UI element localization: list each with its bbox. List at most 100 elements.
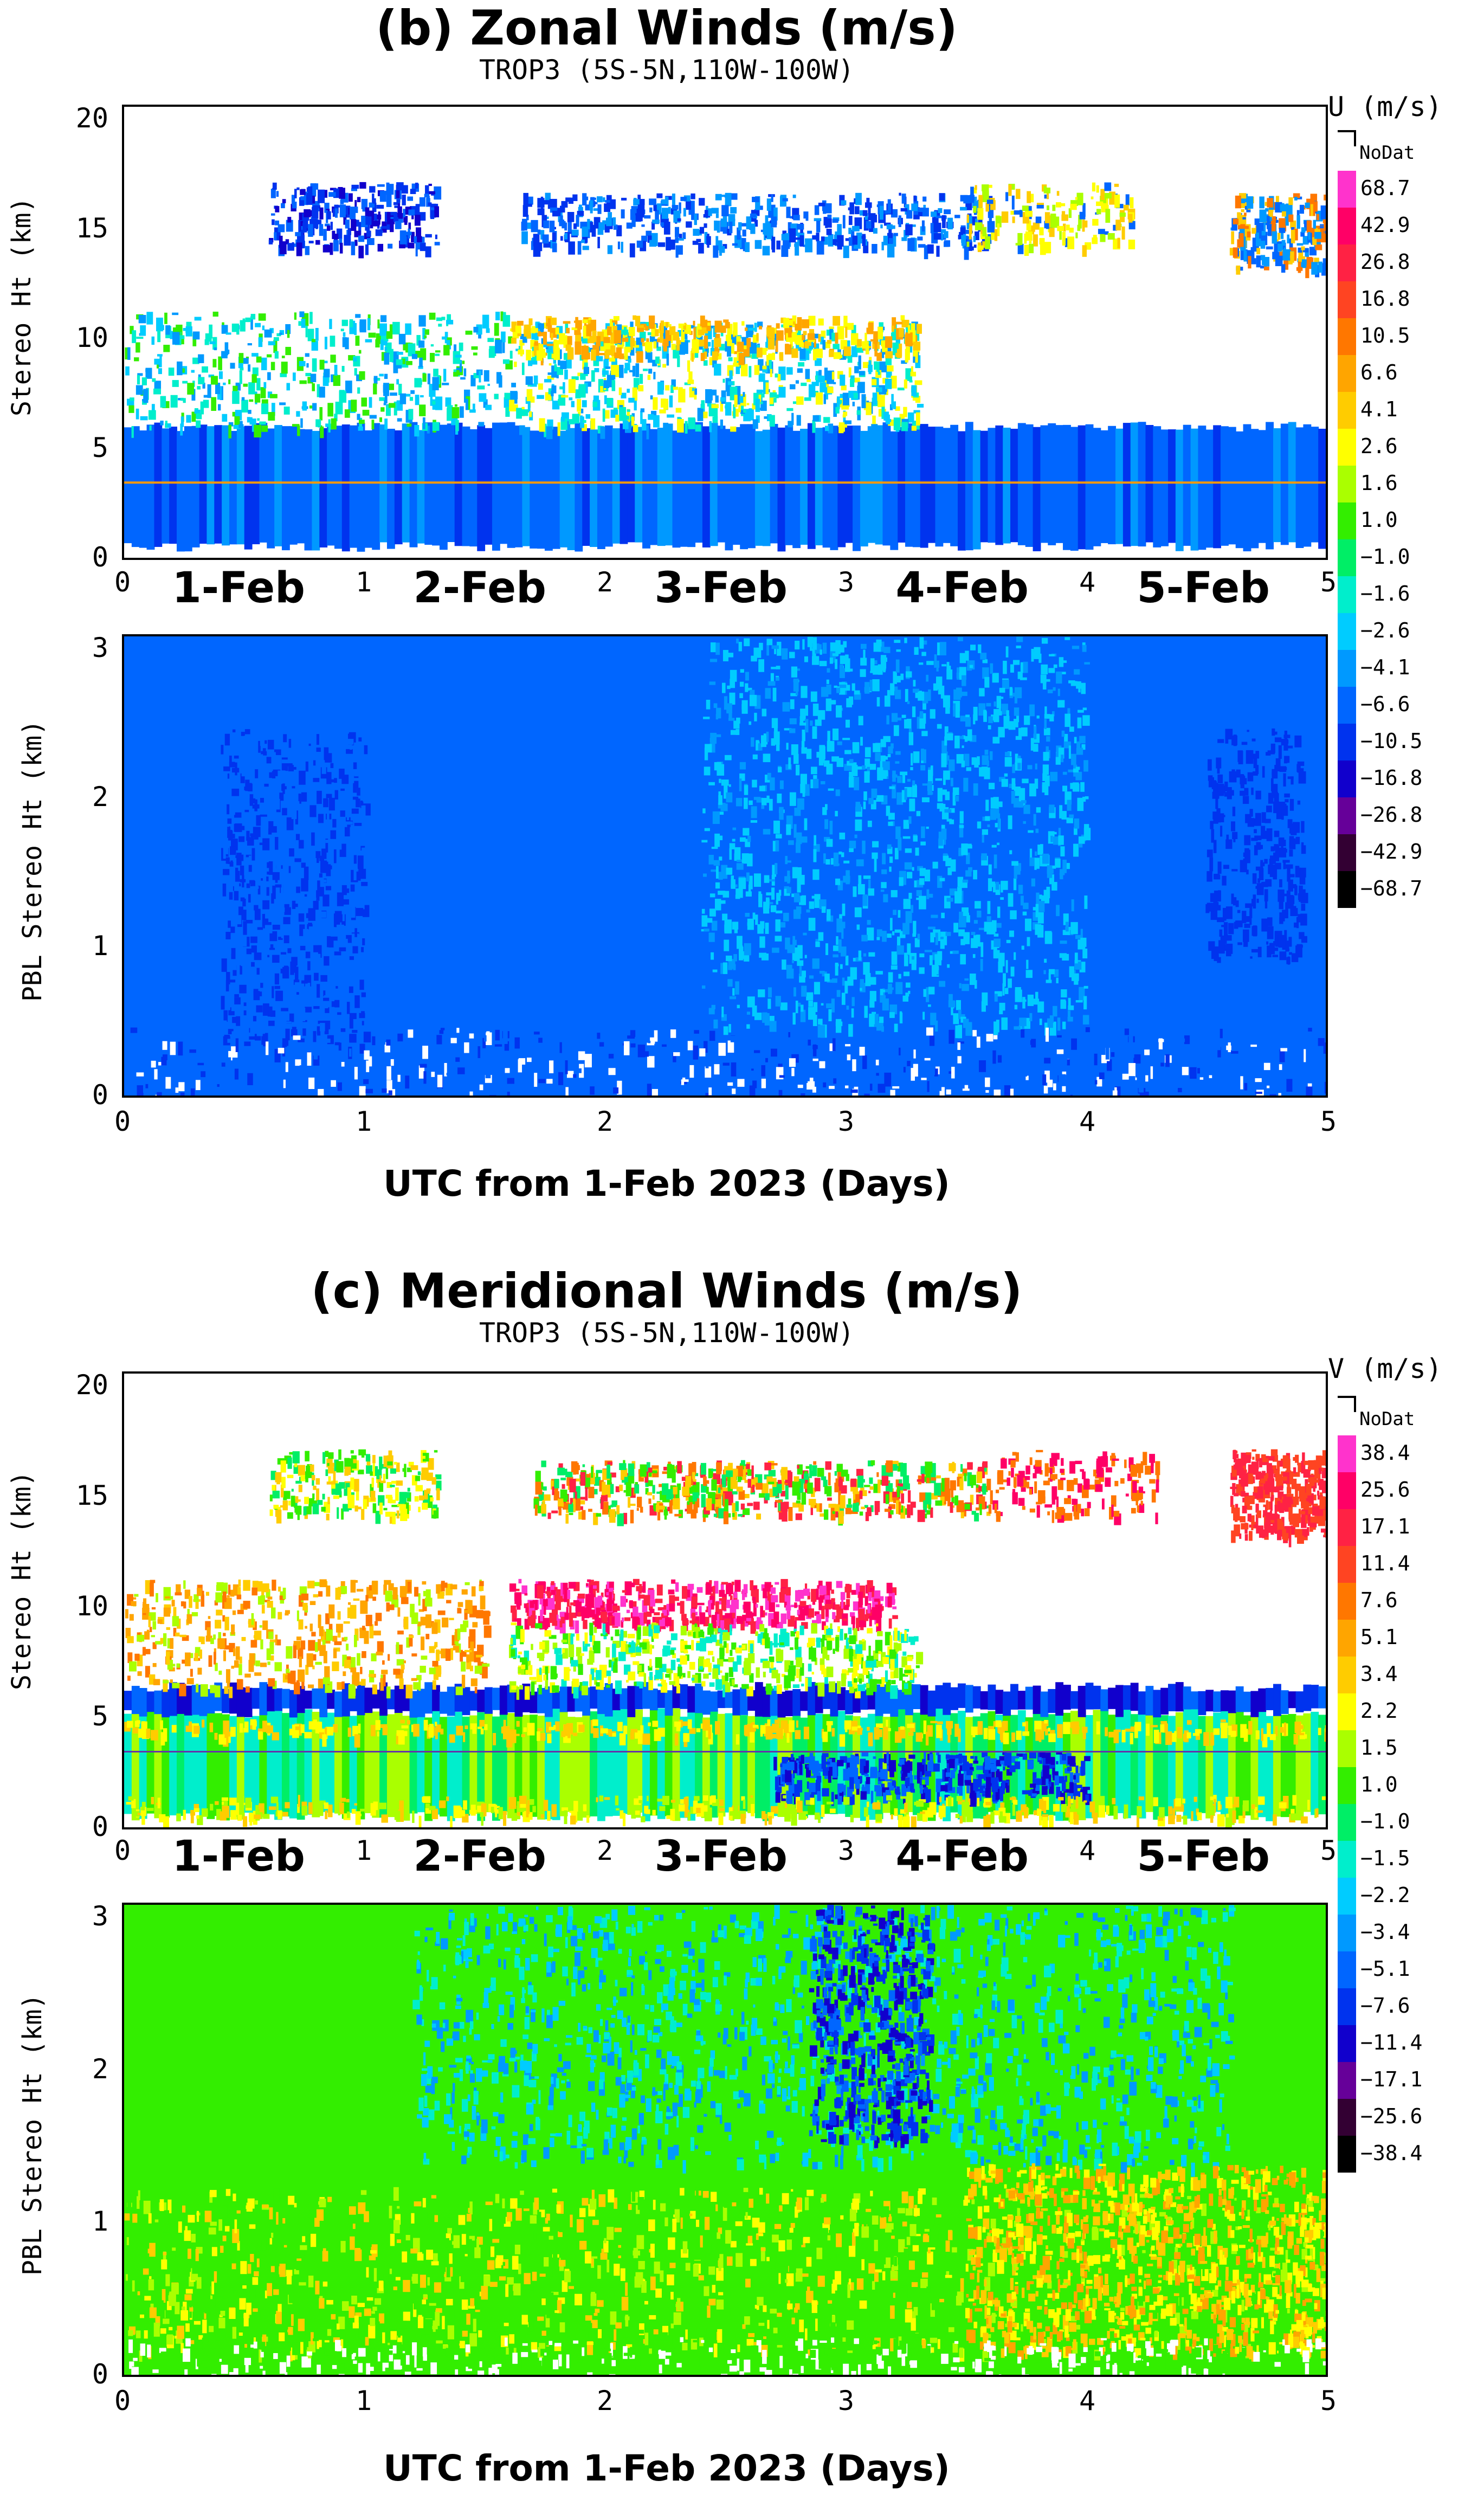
upper-tropo-band: [1033, 222, 1040, 230]
mid-cloud-texture: [358, 420, 365, 424]
mid-cloud-texture: [805, 348, 810, 360]
mid-cloud-warm: [555, 327, 559, 335]
pbl-light: [867, 766, 870, 775]
mid-cloud-texture: [389, 349, 393, 362]
mid-cloud-texture: [255, 323, 261, 327]
mid-cloud-texture: [410, 390, 415, 394]
mid-cloud-texture: [516, 408, 522, 419]
upper-tropo-band: [1244, 212, 1247, 216]
pbl-light: [701, 915, 708, 927]
pbl-light: [855, 804, 861, 812]
upper-tropo-band: [323, 229, 327, 241]
mid-cloud-texture: [605, 366, 611, 369]
pbl-light: [1047, 1018, 1053, 1028]
pbl-core: [229, 755, 232, 765]
upper-tropo-band: [597, 225, 604, 235]
pbl-light: [1042, 853, 1049, 864]
pbl-light: [840, 664, 844, 671]
pbl-core: [1225, 949, 1231, 957]
mid-cloud-warm: [547, 344, 554, 346]
pbl-core: [234, 890, 239, 901]
low-tropo-band: [717, 426, 726, 543]
pbl-core: [318, 814, 324, 823]
pbl-light: [858, 716, 863, 726]
upper-tropo-band: [272, 182, 277, 190]
mid-cloud-texture: [307, 328, 314, 341]
pbl-light: [764, 1013, 770, 1026]
upper-tropo-band: [405, 207, 412, 215]
pbl-core: [251, 962, 255, 967]
low-tropo-band: [176, 431, 185, 552]
upper-tropo-band: [1239, 233, 1244, 247]
mid-cloud-texture: [393, 361, 398, 373]
pbl-light: [739, 693, 743, 698]
pbl-light: [883, 647, 891, 653]
mid-cloud-texture: [642, 419, 647, 431]
pbl-light: [788, 757, 791, 769]
pbl-light: [857, 884, 865, 895]
pbl-light: [730, 679, 735, 688]
pbl-light: [826, 679, 829, 684]
pbl-light: [797, 867, 802, 881]
upper-tropo-band: [789, 228, 796, 243]
pbl-light: [808, 918, 816, 931]
upper-tropo-band: [944, 240, 951, 247]
pbl-light: [886, 715, 889, 725]
mid-cloud-texture: [733, 363, 740, 367]
mid-cloud-texture: [285, 324, 291, 334]
mid-cloud-texture: [610, 373, 614, 381]
pbl-light: [1024, 716, 1030, 725]
mid-cloud-warm: [761, 350, 767, 355]
colorbar-b-nodata-bracket: [1338, 130, 1356, 146]
mid-cloud-texture: [380, 339, 384, 350]
mid-cloud-texture: [143, 389, 149, 403]
pbl-core: [306, 816, 311, 829]
pbl-core: [347, 739, 354, 745]
upper-tropo-band: [1311, 228, 1318, 241]
pbl-core: [230, 926, 235, 933]
pbl-light: [958, 1009, 962, 1019]
upper-tropo-band: [862, 210, 868, 216]
pbl-light: [800, 1009, 806, 1022]
upper-tropo-band: [361, 198, 368, 209]
pbl-light: [735, 888, 743, 898]
upper-tropo-band: [1078, 215, 1082, 229]
mid-cloud-warm: [604, 343, 611, 350]
pbl-light: [930, 932, 934, 943]
mid-cloud-texture: [749, 341, 757, 354]
pbl-core: [226, 939, 230, 947]
mid-cloud-texture: [438, 324, 442, 327]
pbl-light: [1052, 865, 1056, 869]
mid-cloud-warm: [582, 319, 589, 324]
pbl-light: [993, 709, 999, 723]
mid-cloud-texture: [726, 390, 731, 396]
pbl-light: [836, 705, 842, 718]
pbl-light: [842, 977, 845, 986]
low-tropo-band: [604, 425, 613, 547]
low-tropo-band: [485, 428, 493, 545]
pbl-core: [272, 955, 280, 963]
pbl-light: [1049, 873, 1052, 885]
pbl-light: [962, 735, 966, 739]
upper-tropo-band: [899, 192, 901, 196]
mid-cloud-texture: [270, 394, 278, 398]
mid-cloud-texture: [140, 325, 146, 336]
pbl-light: [922, 783, 930, 786]
mid-cloud-texture: [357, 387, 360, 394]
pbl-light: [880, 739, 885, 748]
mid-cloud-texture: [891, 394, 894, 408]
pbl-light: [1077, 717, 1082, 729]
mid-cloud-texture: [817, 376, 825, 383]
upper-tropo-band: [401, 185, 408, 194]
pbl-light: [1003, 660, 1007, 674]
mid-cloud-warm: [737, 341, 744, 352]
pbl-light: [1040, 674, 1047, 684]
pbl-light: [766, 892, 773, 895]
low-tropo-band: [590, 429, 598, 547]
pbl-light: [902, 923, 909, 935]
upper-tropo-band: [327, 211, 331, 220]
pbl-light: [749, 875, 753, 890]
pbl-light: [722, 650, 728, 662]
pbl-light: [991, 845, 997, 848]
mid-cloud-texture: [478, 422, 485, 427]
